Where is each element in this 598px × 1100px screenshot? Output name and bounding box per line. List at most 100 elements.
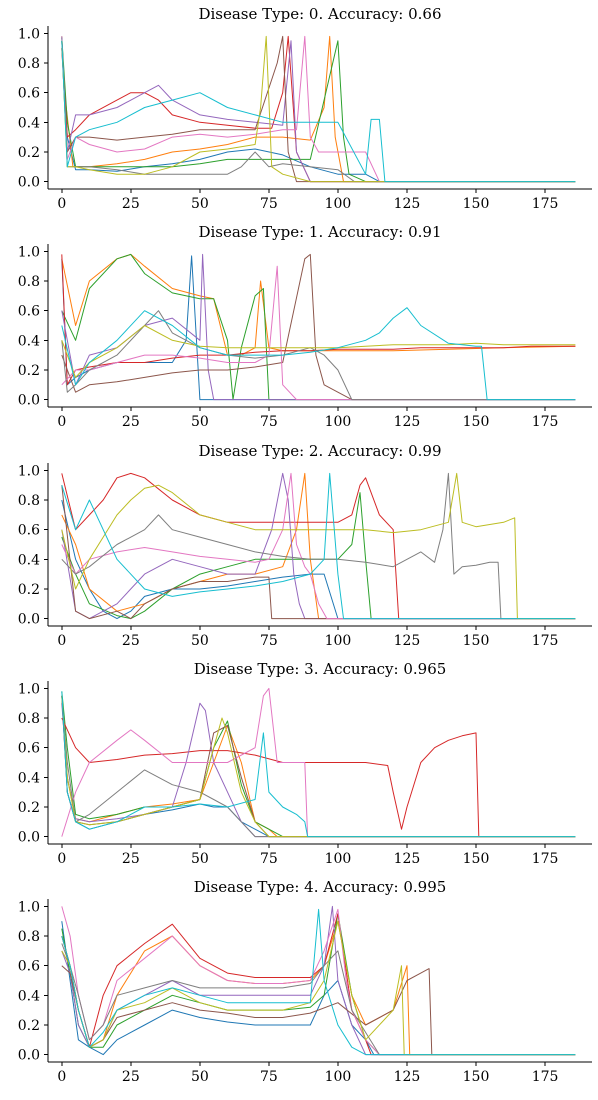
x-tick-label: 150 (463, 1069, 490, 1085)
x-tick-label: 100 (325, 196, 352, 212)
x-tick-label: 175 (532, 851, 559, 867)
series-line-8 (61, 695, 576, 838)
y-tick-label: 0.2 (18, 800, 40, 816)
y-tick-label: 0.4 (18, 115, 40, 131)
series-line-9 (61, 691, 576, 838)
x-tick-label: 25 (122, 633, 140, 649)
y-tick-label: 0.2 (18, 582, 40, 598)
series-line-1 (61, 253, 576, 356)
series-line-5 (61, 485, 576, 620)
y-tick-label: 1.0 (18, 244, 40, 260)
y-tick-label: 0.0 (18, 830, 40, 846)
series-line-6 (61, 265, 576, 401)
y-tick-label: 0.0 (18, 393, 40, 409)
x-tick-label: 100 (325, 851, 352, 867)
series-line-6 (61, 687, 576, 838)
y-tick-label: 1.0 (18, 899, 40, 915)
chart-title: Disease Type: 3. Accuracy: 0.965 (194, 660, 447, 678)
series-line-5 (61, 35, 576, 183)
y-tick-label: 0.0 (18, 1048, 40, 1064)
x-tick-label: 50 (191, 196, 209, 212)
x-tick-label: 0 (57, 196, 66, 212)
x-tick-label: 100 (325, 414, 352, 430)
series-line-4 (61, 905, 576, 1056)
x-tick-label: 125 (394, 1069, 421, 1085)
series-line-3 (61, 913, 576, 1056)
x-tick-label: 50 (191, 851, 209, 867)
series-line-7 (61, 310, 576, 401)
x-tick-label: 25 (122, 1069, 140, 1085)
y-tick-label: 0.2 (18, 363, 40, 379)
series-group (61, 905, 576, 1056)
series-line-5 (61, 253, 576, 401)
series-line-8 (61, 325, 576, 378)
chart-title: Disease Type: 0. Accuracy: 0.66 (198, 5, 441, 23)
y-tick-label: 0.4 (18, 552, 40, 568)
y-tick-label: 0.6 (18, 959, 40, 975)
chart-panel-2: Disease Type: 2. Accuracy: 0.99 0.0 0.2 0.4… (18, 442, 592, 649)
y-tick-label: 0.0 (18, 175, 40, 191)
x-tick-label: 75 (260, 633, 278, 649)
series-line-8 (61, 472, 576, 620)
series-line-1 (61, 472, 576, 620)
chart-panel-1: Disease Type: 1. Accuracy: 0.91 0.0 0.2 0.4… (18, 223, 592, 430)
series-line-4 (61, 253, 576, 401)
series-line-1 (61, 35, 576, 183)
series-group (61, 253, 576, 401)
y-tick-label: 0.4 (18, 988, 40, 1004)
series-line-4 (61, 472, 576, 620)
x-tick-label: 100 (325, 633, 352, 649)
series-line-2 (61, 913, 576, 1056)
series-line-3 (61, 717, 576, 838)
chart-title: Disease Type: 1. Accuracy: 0.91 (198, 223, 441, 241)
y-tick-label: 0.2 (18, 145, 40, 161)
x-tick-label: 0 (57, 414, 66, 430)
y-tick-label: 0.8 (18, 711, 40, 727)
x-tick-label: 150 (463, 196, 490, 212)
series-line-4 (61, 702, 576, 838)
y-tick-label: 0.4 (18, 333, 40, 349)
y-tick-label: 0.0 (18, 612, 40, 628)
x-tick-label: 25 (122, 851, 140, 867)
x-tick-label: 125 (394, 196, 421, 212)
series-line-7 (61, 472, 576, 620)
series-line-4 (61, 36, 576, 183)
series-group (61, 35, 576, 183)
x-tick-label: 150 (463, 633, 490, 649)
y-tick-label: 1.0 (18, 26, 40, 42)
y-tick-label: 0.8 (18, 493, 40, 509)
series-line-0 (61, 499, 576, 620)
series-group (61, 472, 576, 620)
series-line-2 (61, 492, 576, 620)
x-tick-label: 150 (463, 851, 490, 867)
x-tick-label: 75 (260, 851, 278, 867)
series-line-9 (61, 40, 576, 183)
x-tick-label: 175 (532, 1069, 559, 1085)
series-line-9 (61, 307, 576, 401)
chart-panel-4: Disease Type: 4. Accuracy: 0.995 0.0 0.2 0.… (18, 878, 592, 1085)
x-tick-label: 25 (122, 414, 140, 430)
x-tick-label: 25 (122, 196, 140, 212)
y-tick-label: 0.6 (18, 86, 40, 102)
x-tick-label: 175 (532, 414, 559, 430)
series-line-8 (61, 35, 576, 183)
series-line-0 (61, 40, 576, 183)
x-tick-label: 75 (260, 196, 278, 212)
y-tick-label: 0.2 (18, 1018, 40, 1034)
x-tick-label: 175 (532, 633, 559, 649)
y-tick-label: 0.6 (18, 741, 40, 757)
series-line-7 (61, 40, 576, 183)
series-line-3 (61, 254, 576, 386)
x-tick-label: 75 (260, 1069, 278, 1085)
chart-title: Disease Type: 4. Accuracy: 0.995 (194, 878, 447, 896)
x-tick-label: 175 (532, 196, 559, 212)
series-line-8 (61, 920, 576, 1056)
series-line-5 (61, 965, 576, 1056)
chart-title: Disease Type: 2. Accuracy: 0.99 (198, 442, 441, 460)
series-line-7 (61, 943, 576, 1056)
chart-panel-0: Disease Type: 0. Accuracy: 0.66 0.0 0.2 0.4… (18, 5, 592, 212)
y-tick-label: 0.6 (18, 304, 40, 320)
series-group (61, 687, 576, 838)
series-line-3 (61, 472, 576, 620)
x-tick-label: 50 (191, 633, 209, 649)
